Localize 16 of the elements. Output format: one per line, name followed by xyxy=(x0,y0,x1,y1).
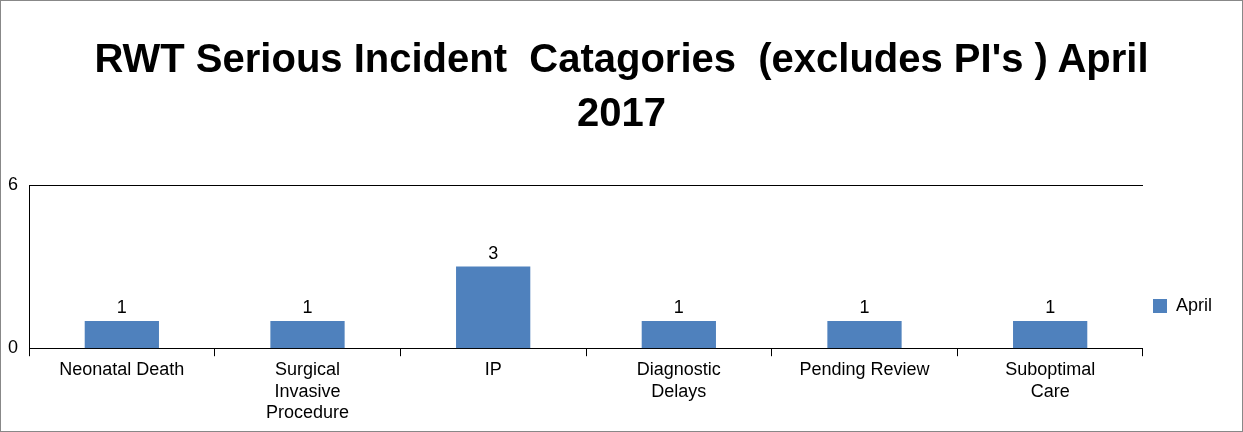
data-label: 1 xyxy=(116,296,127,317)
data-label: 1 xyxy=(1045,296,1056,317)
x-tick-label: Pending Review xyxy=(799,358,931,379)
data-label: 1 xyxy=(673,296,684,317)
chart-title: RWT Serious Incident Catagories (excludes PI's ) April 2017 xyxy=(93,35,1150,136)
data-label: 3 xyxy=(488,242,499,263)
y-tick-label: 6 xyxy=(8,173,19,194)
data-label: 1 xyxy=(302,296,313,317)
y-tick-label: 0 xyxy=(8,337,19,358)
x-tick-label: Surgical Invasive Procedure xyxy=(265,358,350,423)
x-tick-label: Neonatal Death xyxy=(59,358,185,379)
x-tick-label: IP xyxy=(484,358,502,379)
x-tick-label: Diagnostic Delays xyxy=(636,358,721,401)
data-label: 1 xyxy=(859,296,870,317)
x-tick-label: Suboptimal Care xyxy=(1005,358,1096,401)
legend-label: April xyxy=(1175,294,1213,315)
